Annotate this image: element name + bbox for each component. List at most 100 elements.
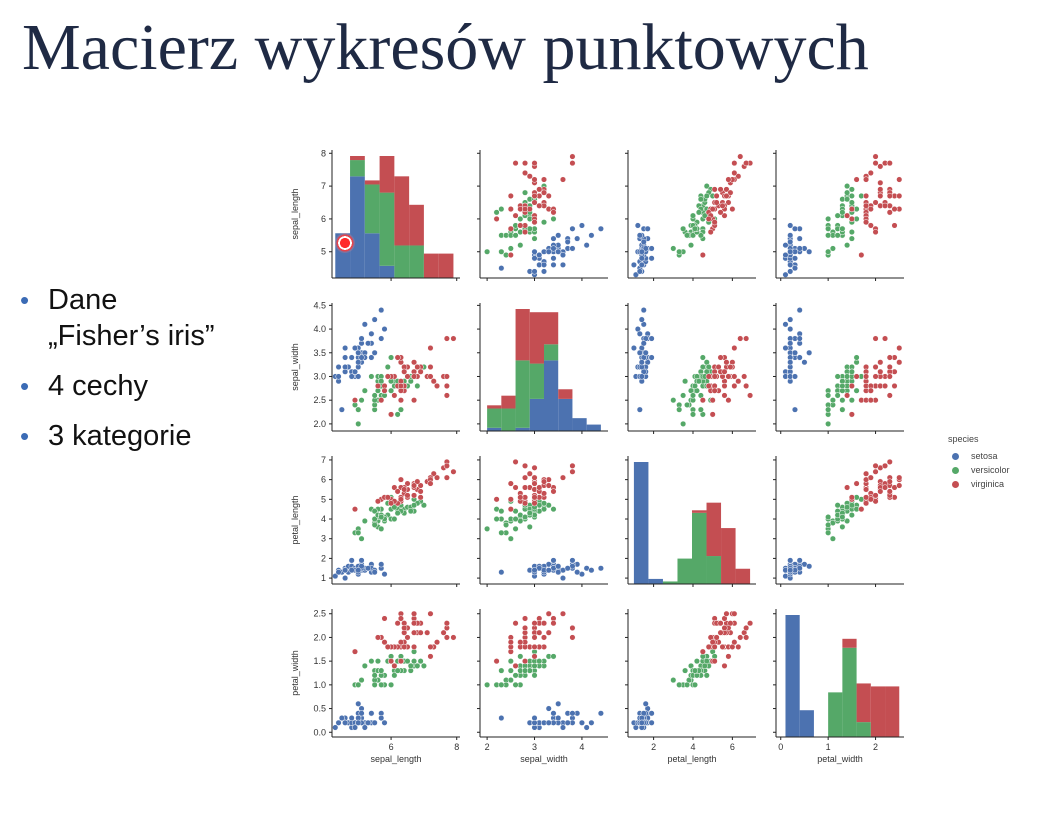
scatter-point-virginica (705, 373, 712, 380)
scatter-point-setosa (531, 268, 538, 275)
legend-label-virginica: virginica (971, 479, 1005, 489)
scatter-point-versicolor (355, 681, 362, 688)
hist-bar-virginica (842, 638, 857, 648)
scatter-point-versicolor (368, 373, 375, 380)
scatter-point-virginica (729, 206, 736, 213)
scatter-point-setosa (638, 316, 645, 323)
scatter-point-setosa (335, 373, 342, 380)
scatter-point-virginica (443, 620, 450, 627)
scatter-point-virginica (737, 153, 744, 160)
scatter-point-virginica (896, 344, 903, 352)
scatter-point-setosa (531, 567, 538, 574)
scatter-point-versicolor (834, 232, 841, 239)
scatter-point-setosa (638, 248, 645, 255)
scatter-point-virginica (378, 397, 385, 404)
scatter-point-virginica (411, 373, 418, 380)
scatter-point-versicolor (844, 242, 851, 249)
scatter-point-versicolor (388, 387, 395, 394)
scatter-point-versicolor (526, 523, 533, 530)
scatter-point-setosa (368, 354, 375, 361)
scatter-point-virginica (391, 484, 398, 491)
scatter-point-setosa (531, 255, 538, 262)
scatter-point-setosa (634, 222, 641, 229)
scatter-point-setosa (498, 569, 505, 576)
scatter-point-virginica (705, 215, 712, 222)
scatter-point-virginica (404, 480, 411, 487)
x-tick-label: 4 (579, 742, 584, 752)
scatter-point-virginica (545, 192, 552, 199)
scatter-point-versicolor (682, 667, 689, 674)
scatter-point-setosa (355, 719, 362, 726)
scatter-point-setosa (583, 724, 590, 731)
scatter-point-virginica (844, 392, 851, 399)
scatter-point-setosa (648, 255, 655, 262)
scatter-point-virginica (863, 486, 870, 493)
scatter-point-virginica (863, 202, 870, 209)
scatter-point-virginica (848, 411, 855, 418)
scatter-point-virginica (531, 219, 538, 226)
scatter-point-virginica (872, 199, 879, 206)
scatter-point-virginica (863, 500, 870, 507)
scatter-point-setosa (351, 368, 359, 375)
scatter-point-virginica (877, 488, 884, 495)
scatter-point-versicolor (853, 354, 860, 361)
scatter-point-versicolor (689, 232, 697, 239)
scatter-point-virginica (374, 498, 381, 505)
scatter-point-versicolor (834, 392, 841, 399)
x-tick-label: 4 (690, 742, 695, 752)
scatter-point-setosa (796, 235, 803, 242)
hist-bar-virginica (856, 683, 871, 723)
scatter-point-versicolor (684, 232, 691, 239)
scatter-point-setosa (787, 359, 794, 366)
scatter-point-setosa (564, 565, 571, 572)
scatter-point-versicolor (701, 212, 708, 219)
scatter-point-setosa (555, 569, 562, 576)
scatter-point-setosa (636, 330, 643, 337)
scatter-point-setosa (640, 307, 647, 314)
scatter-point-virginica (550, 620, 557, 627)
scatter-point-virginica (713, 199, 720, 206)
scatter-point-setosa (564, 238, 571, 245)
scatter-point-virginica (699, 397, 706, 404)
scatter-point-versicolor (498, 667, 505, 674)
scatter-point-virginica (507, 480, 514, 487)
scatter-point-virginica (886, 373, 893, 380)
y-tick-label: 1 (321, 573, 326, 583)
scatter-point-virginica (877, 192, 884, 199)
scatter-point-setosa (371, 569, 378, 576)
scatter-point-virginica (433, 382, 441, 390)
scatter-point-virginica (401, 643, 408, 650)
scatter-point-virginica (397, 496, 404, 503)
y-tick-label: 7 (321, 181, 326, 191)
scatter-point-setosa (365, 565, 372, 572)
scatter-point-setosa (378, 561, 385, 568)
scatter-point-virginica (891, 382, 898, 390)
scatter-point-virginica (881, 335, 889, 342)
scatter-point-setosa (555, 700, 562, 707)
scatter-point-versicolor (540, 219, 548, 226)
scatter-point-versicolor (839, 523, 846, 530)
bullet-text: 3 kategorie (48, 420, 192, 452)
scatter-point-setosa (787, 316, 794, 323)
scatter-point-setosa (559, 575, 567, 582)
scatter-point-versicolor (493, 515, 500, 523)
scatter-point-setosa (787, 261, 794, 268)
scatter-point-virginica (725, 373, 732, 380)
scatter-point-versicolor (839, 382, 846, 390)
y-axis-label: sepal_length (290, 188, 300, 239)
hist-bar-setosa (648, 578, 663, 584)
scatter-point-setosa (342, 363, 349, 371)
scatter-point-virginica (388, 411, 395, 418)
scatter-point-versicolor (407, 508, 414, 515)
scatter-point-virginica (867, 169, 874, 177)
scatter-point-setosa (648, 245, 655, 252)
scatter-point-virginica (737, 335, 744, 342)
scatter-point-virginica (397, 397, 404, 404)
scatter-point-virginica (443, 474, 450, 481)
scatter-point-virginica (531, 634, 538, 641)
scatter-point-versicolor (825, 529, 832, 536)
scatter-point-virginica (705, 382, 712, 390)
scatter-point-virginica (872, 160, 879, 167)
scatter-point-virginica (727, 620, 734, 627)
scatter-point-setosa (355, 373, 362, 380)
